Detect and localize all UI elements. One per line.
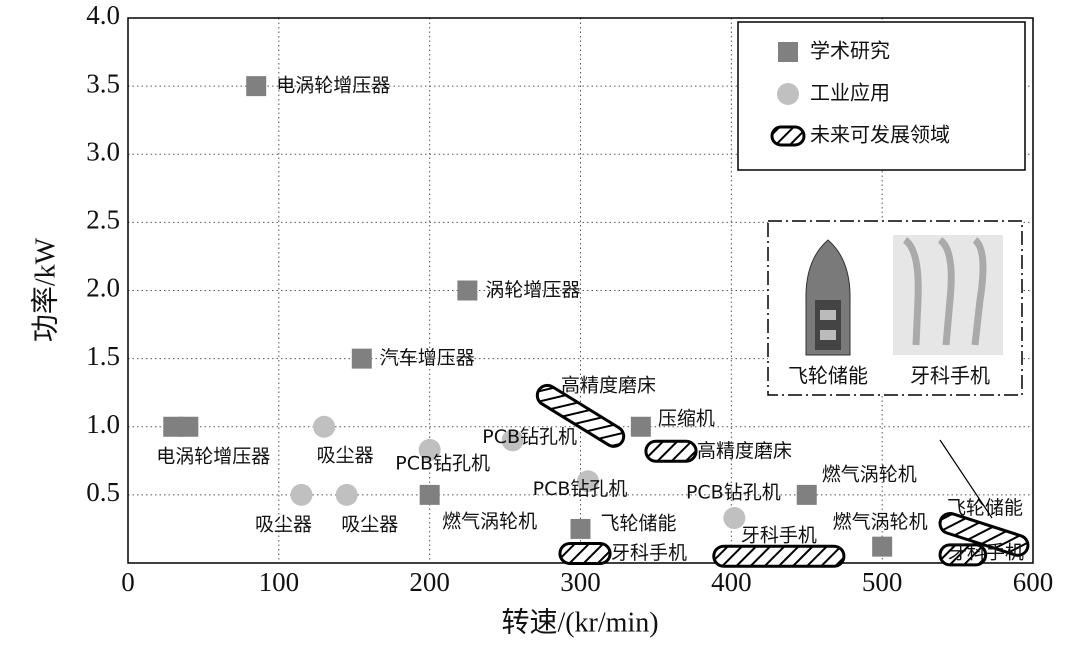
point-label: 牙科手机	[741, 525, 817, 547]
point-label: 高精度磨床	[561, 374, 656, 396]
y-tick-label: 1.0	[86, 409, 120, 439]
point-label: 吸尘器	[341, 513, 398, 535]
future-area	[938, 543, 988, 567]
legend-label: 学术研究	[810, 39, 890, 63]
point-label: 电涡轮增压器	[276, 75, 390, 97]
point-label: 吸尘器	[317, 444, 374, 466]
point-label: 牙科手机	[948, 541, 1024, 563]
inset-label: 牙科手机	[910, 364, 990, 388]
point-label: PCB钻孔机	[482, 426, 577, 448]
point-label: 燃气涡轮机	[442, 510, 537, 532]
y-tick-label: 0.5	[86, 477, 120, 507]
square-marker	[351, 348, 372, 369]
y-axis-title: 功率/kW	[29, 237, 61, 342]
y-tick-label: 3.5	[86, 68, 120, 98]
future-area	[712, 544, 846, 568]
point-label: 涡轮增压器	[485, 279, 580, 301]
x-tick-label: 100	[259, 567, 300, 597]
x-tick-label: 300	[560, 567, 601, 597]
square-marker	[163, 416, 184, 437]
point-label: 飞轮储能	[601, 512, 677, 534]
y-tick-label: 3.0	[86, 136, 120, 166]
legend-marker	[778, 42, 798, 62]
circle-marker	[577, 470, 600, 493]
point-label: PCB钻孔机	[686, 482, 781, 504]
y-tick-label: 2.0	[86, 273, 120, 303]
inset-image-dental	[893, 235, 1003, 355]
circle-marker	[501, 429, 524, 452]
x-axis-title: 转速/(kr/min)	[501, 606, 658, 638]
square-marker	[872, 536, 893, 557]
y-tick-label: 2.5	[86, 205, 120, 235]
legend-marker	[770, 125, 806, 147]
square-marker	[630, 416, 651, 437]
point-label: 电涡轮增压器	[156, 445, 270, 467]
square-marker	[457, 280, 478, 301]
point-label: 牙科手机	[611, 542, 687, 564]
circle-marker	[313, 415, 336, 438]
point-labels: 0 100 200 300 400 500 600 0.5 1.0 1.5 2.0 2.5 3.0 3.5…	[86, 0, 1053, 597]
square-marker	[796, 484, 817, 505]
point-label: PCB钻孔机	[533, 478, 628, 500]
circle-marker	[418, 438, 441, 461]
future-area	[644, 439, 698, 463]
x-tick-label: 600	[1013, 567, 1054, 597]
x-tick-label: 0	[121, 567, 135, 597]
circle-marker	[723, 507, 746, 530]
point-label: 压缩机	[658, 407, 715, 429]
inset-leader	[939, 439, 993, 519]
future-area	[558, 541, 612, 565]
square-marker	[570, 518, 591, 539]
y-tick-label: 4.0	[86, 0, 120, 30]
legend-label: 未来可发展领域	[810, 123, 950, 147]
square-marker	[246, 76, 267, 97]
square-marker	[419, 484, 440, 505]
legend-marker	[777, 83, 799, 105]
future-area	[938, 511, 1030, 557]
circle-marker	[290, 483, 313, 506]
circle-marker	[335, 483, 358, 506]
point-label: 吸尘器	[255, 513, 312, 535]
x-tick-label: 200	[409, 567, 450, 597]
x-tick-label: 400	[711, 567, 752, 597]
inset	[767, 220, 1023, 519]
point-label: 汽车增压器	[380, 347, 475, 369]
point-label: 燃气涡轮机	[833, 511, 928, 533]
legend-label: 工业应用	[810, 81, 890, 105]
y-tick-label: 1.5	[86, 341, 120, 371]
marks	[163, 76, 1030, 568]
square-marker	[178, 416, 199, 437]
inset-label: 飞轮储能	[788, 364, 868, 388]
point-label: PCB钻孔机	[395, 452, 490, 474]
inset-image-flywheel	[780, 233, 875, 358]
point-label: 高精度磨床	[697, 440, 792, 462]
point-label: 燃气涡轮机	[822, 463, 917, 485]
x-tick-label: 500	[862, 567, 903, 597]
future-area	[535, 383, 626, 448]
